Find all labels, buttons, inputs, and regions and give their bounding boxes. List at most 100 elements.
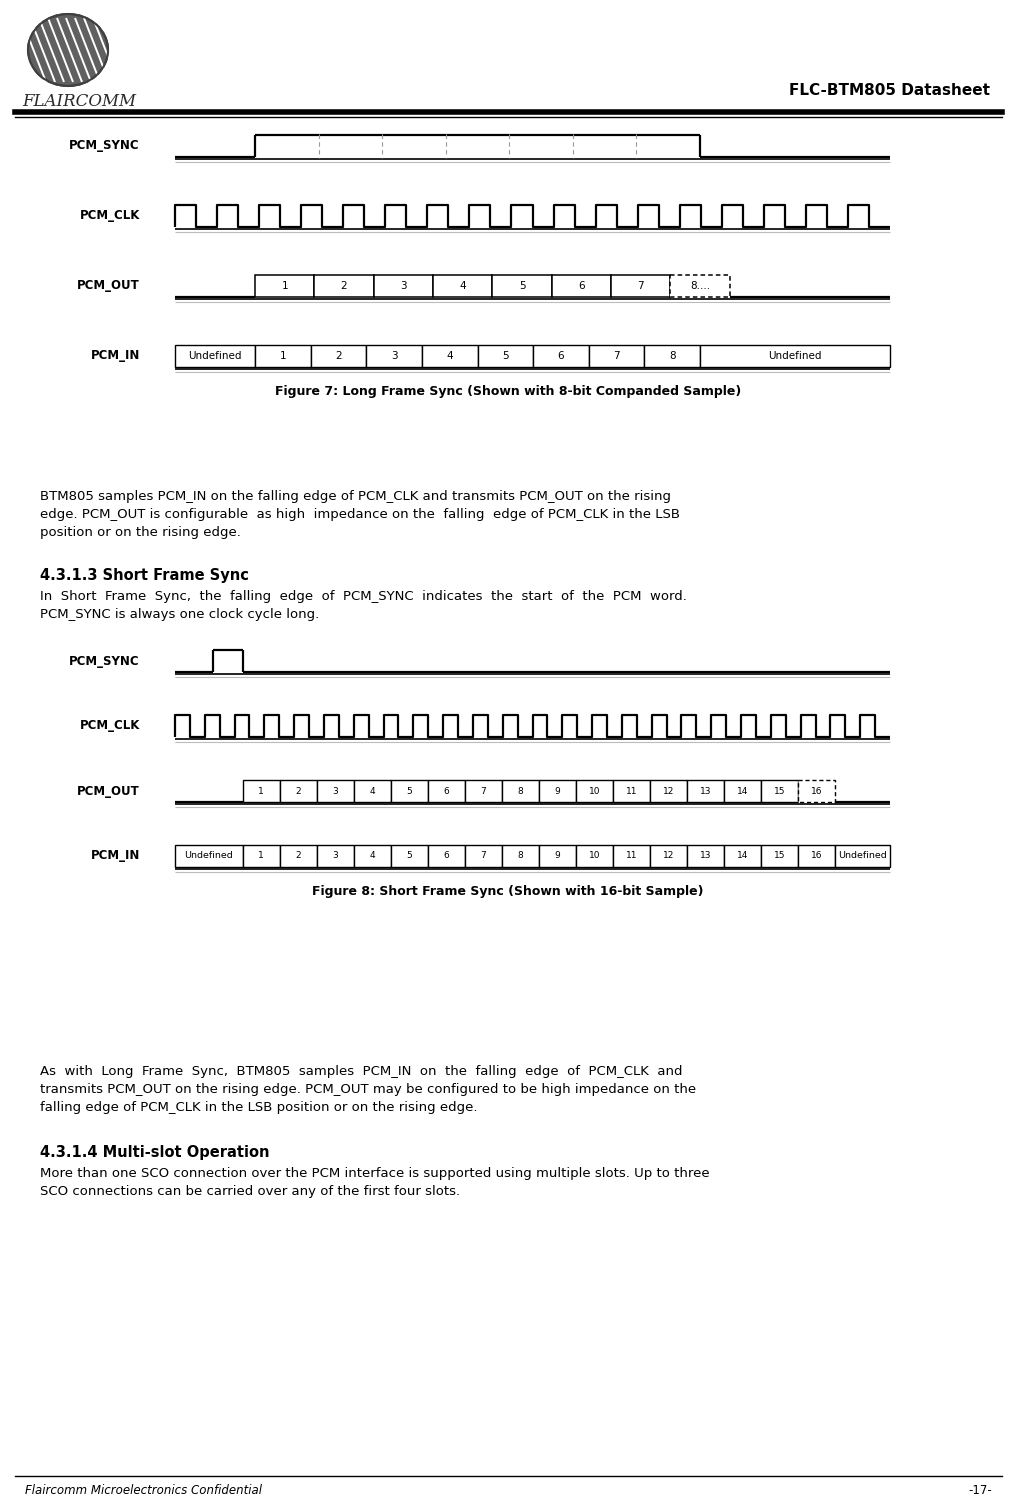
- Bar: [428, 781, 465, 802]
- Text: 5: 5: [519, 281, 526, 291]
- Text: 2: 2: [296, 787, 301, 796]
- Text: 3: 3: [333, 851, 339, 860]
- Bar: [422, 345, 478, 368]
- Bar: [533, 345, 589, 368]
- Text: Figure 7: Long Frame Sync (Shown with 8-bit Companded Sample): Figure 7: Long Frame Sync (Shown with 8-…: [275, 384, 741, 398]
- Bar: [613, 845, 650, 868]
- Text: 4: 4: [460, 281, 466, 291]
- Bar: [650, 845, 686, 868]
- Text: SCO connections can be carried over any of the first four slots.: SCO connections can be carried over any …: [40, 1184, 460, 1198]
- Bar: [354, 781, 391, 802]
- Bar: [686, 845, 724, 868]
- Bar: [539, 845, 576, 868]
- Bar: [433, 275, 492, 297]
- Bar: [314, 275, 373, 297]
- Text: 10: 10: [589, 851, 600, 860]
- Bar: [478, 345, 533, 368]
- Bar: [798, 845, 835, 868]
- Bar: [835, 845, 890, 868]
- Text: 9: 9: [554, 787, 560, 796]
- Bar: [700, 345, 890, 368]
- Text: Undefined: Undefined: [838, 851, 887, 860]
- Bar: [280, 845, 317, 868]
- Text: 3: 3: [333, 787, 339, 796]
- Text: 15: 15: [774, 851, 785, 860]
- Text: 7: 7: [638, 281, 644, 291]
- Text: 4: 4: [369, 851, 375, 860]
- Bar: [551, 275, 611, 297]
- Bar: [465, 781, 501, 802]
- Text: PCM_OUT: PCM_OUT: [77, 785, 140, 797]
- Text: 6: 6: [557, 351, 564, 362]
- Text: edge. PCM_OUT is configurable  as high  impedance on the  falling  edge of PCM_C: edge. PCM_OUT is configurable as high im…: [40, 507, 680, 521]
- Bar: [310, 345, 366, 368]
- Bar: [613, 781, 650, 802]
- Text: -17-: -17-: [968, 1484, 992, 1496]
- Bar: [761, 845, 798, 868]
- Bar: [175, 845, 243, 868]
- Text: PCM_IN: PCM_IN: [91, 350, 140, 363]
- Text: 1: 1: [280, 351, 286, 362]
- Bar: [492, 275, 551, 297]
- Text: Undefined: Undefined: [188, 351, 242, 362]
- Bar: [645, 345, 700, 368]
- Text: 8: 8: [518, 787, 524, 796]
- Text: 5: 5: [502, 351, 508, 362]
- Bar: [670, 275, 729, 297]
- Text: falling edge of PCM_CLK in the LSB position or on the rising edge.: falling edge of PCM_CLK in the LSB posit…: [40, 1102, 478, 1114]
- Text: 13: 13: [700, 851, 711, 860]
- Text: 9: 9: [554, 851, 560, 860]
- Bar: [373, 275, 433, 297]
- Text: 3: 3: [391, 351, 398, 362]
- Text: 6: 6: [443, 851, 450, 860]
- Text: 13: 13: [700, 787, 711, 796]
- Text: 7: 7: [480, 851, 486, 860]
- Bar: [761, 781, 798, 802]
- Text: FLAIRCOMM: FLAIRCOMM: [22, 93, 136, 110]
- Bar: [576, 845, 613, 868]
- Text: 5: 5: [407, 787, 412, 796]
- Text: 11: 11: [625, 787, 638, 796]
- Text: 15: 15: [774, 787, 785, 796]
- Text: 16: 16: [811, 787, 822, 796]
- Bar: [589, 345, 645, 368]
- Text: 10: 10: [589, 787, 600, 796]
- Text: Figure 8: Short Frame Sync (Shown with 16-bit Sample): Figure 8: Short Frame Sync (Shown with 1…: [312, 886, 704, 898]
- Text: 5: 5: [407, 851, 412, 860]
- Text: 4: 4: [369, 787, 375, 796]
- Bar: [243, 781, 280, 802]
- Ellipse shape: [28, 14, 108, 86]
- Bar: [366, 345, 422, 368]
- Text: 12: 12: [663, 787, 674, 796]
- Text: 4.3.1.4 Multi-slot Operation: 4.3.1.4 Multi-slot Operation: [40, 1145, 270, 1160]
- Bar: [501, 845, 539, 868]
- Bar: [317, 781, 354, 802]
- Text: PCM_SYNC: PCM_SYNC: [69, 654, 140, 668]
- Bar: [724, 781, 761, 802]
- Text: PCM_CLK: PCM_CLK: [79, 210, 140, 222]
- Bar: [650, 781, 686, 802]
- Text: 12: 12: [663, 851, 674, 860]
- Bar: [465, 845, 501, 868]
- Bar: [576, 781, 613, 802]
- Text: Undefined: Undefined: [768, 351, 822, 362]
- Text: 2: 2: [341, 281, 348, 291]
- Text: 6: 6: [443, 787, 450, 796]
- Text: 3: 3: [400, 281, 407, 291]
- Text: 4.3.1.3 Short Frame Sync: 4.3.1.3 Short Frame Sync: [40, 567, 249, 582]
- Bar: [175, 345, 255, 368]
- Bar: [391, 781, 428, 802]
- Text: 8: 8: [669, 351, 675, 362]
- Text: Undefined: Undefined: [184, 851, 233, 860]
- Text: 6: 6: [578, 281, 585, 291]
- Bar: [317, 845, 354, 868]
- Text: transmits PCM_OUT on the rising edge. PCM_OUT may be configured to be high imped: transmits PCM_OUT on the rising edge. PC…: [40, 1084, 696, 1096]
- Text: PCM_SYNC: PCM_SYNC: [69, 140, 140, 153]
- Text: 16: 16: [811, 851, 822, 860]
- Text: 1: 1: [258, 787, 264, 796]
- Bar: [798, 781, 835, 802]
- Text: In  Short  Frame  Sync,  the  falling  edge  of  PCM_SYNC  indicates  the  start: In Short Frame Sync, the falling edge of…: [40, 590, 686, 603]
- Text: 1: 1: [282, 281, 288, 291]
- Bar: [354, 845, 391, 868]
- Text: PCM_SYNC is always one clock cycle long.: PCM_SYNC is always one clock cycle long.: [40, 608, 319, 621]
